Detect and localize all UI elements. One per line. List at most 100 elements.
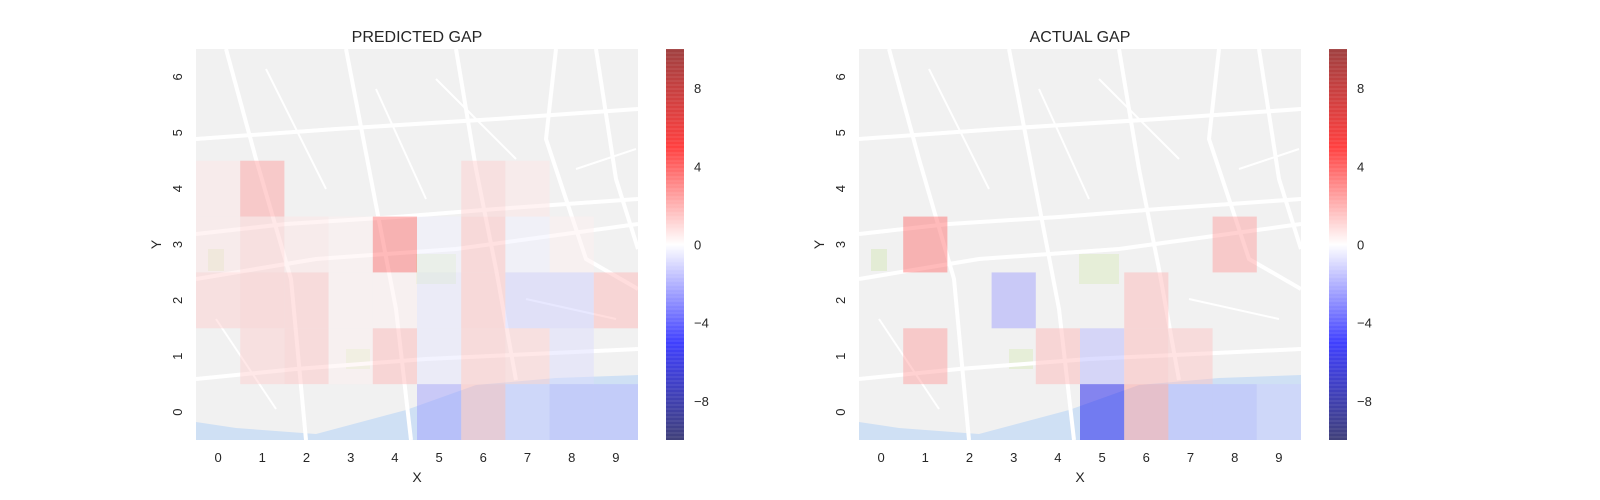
colorbar-tick-label: 4 (694, 159, 701, 174)
heatmap-cell (1256, 384, 1301, 440)
street (265, 68, 327, 190)
x-tick-label: 5 (1098, 450, 1105, 465)
heatmap-cells (196, 160, 638, 440)
colorbar-tick-label: −4 (1357, 316, 1372, 331)
x-tick-label: 4 (1054, 450, 1061, 465)
road (859, 347, 1301, 381)
x-tick-label: 6 (1143, 450, 1150, 465)
y-tick-label: 2 (170, 297, 185, 304)
heatmap-cell (372, 328, 417, 385)
x-tick-label: 0 (877, 450, 884, 465)
heatmap-cell (284, 216, 329, 273)
street (1098, 78, 1180, 160)
x-tick-label: 2 (966, 450, 973, 465)
heatmap-cell (1124, 384, 1169, 440)
road (887, 49, 971, 440)
heatmap-cell (372, 216, 417, 273)
x-tick-label: 7 (524, 450, 531, 465)
x-axis-label: X (412, 469, 422, 485)
colorbar-tick-label: 0 (694, 238, 701, 253)
heatmap-cell (549, 384, 594, 440)
colorbar-tick-label: 8 (1357, 81, 1364, 96)
street (1238, 148, 1300, 170)
road (1007, 49, 1076, 440)
heatmap-cell (505, 384, 550, 440)
heatmap-cell (328, 328, 373, 385)
x-tick-label: 9 (612, 450, 619, 465)
x-tick-label: 7 (1187, 450, 1194, 465)
x-tick-label: 5 (435, 450, 442, 465)
heatmap-cell (196, 160, 241, 217)
road (196, 347, 638, 381)
heatmap-cell (328, 216, 373, 273)
x-tick-label: 3 (347, 450, 354, 465)
x-tick-label: 2 (303, 450, 310, 465)
heatmap-cell (505, 160, 550, 217)
heatmap-cell (1080, 384, 1125, 440)
x-tick-label: 4 (391, 450, 398, 465)
heatmap-cell (461, 328, 506, 385)
street (215, 318, 277, 410)
road (344, 49, 413, 440)
x-tick-label: 1 (259, 450, 266, 465)
heatmap-cell (549, 272, 594, 329)
park (871, 249, 887, 271)
heatmap-cell (372, 272, 417, 329)
heatmap-cell (903, 328, 948, 385)
road (196, 107, 638, 141)
chart-title: ACTUAL GAP (1030, 29, 1131, 46)
heatmap-cell (461, 384, 506, 440)
road (196, 197, 638, 236)
y-tick-label: 6 (833, 73, 848, 80)
street (435, 78, 517, 160)
colorbar-tick-label: 0 (1357, 238, 1364, 253)
heatmap-cell (903, 216, 948, 273)
street (1188, 298, 1280, 320)
y-tick-label: 2 (833, 297, 848, 304)
heatmap-panel-1: PREDICTED GAP 0 1 2 3 4 5 6 7 8 9 0 1 2 3 4 5 6 X Y −8 −4 0 4 8 (148, 29, 709, 485)
x-axis-label: X (1075, 469, 1085, 485)
chart-title: PREDICTED GAP (352, 29, 483, 46)
road (1257, 49, 1301, 250)
heatmap-cell (461, 160, 506, 217)
heatmap-cell (1124, 272, 1169, 329)
colorbar-bar (666, 49, 684, 440)
heatmap-panel-2: ACTUAL GAP 0 1 2 3 4 5 6 7 8 9 0 1 2 3 4 5 6 X Y −8 −4 0 4 8 (811, 29, 1372, 485)
map-background (196, 49, 638, 440)
heatmap-cell (240, 216, 285, 273)
colorbar-tick-label: −8 (694, 394, 709, 409)
y-tick-label: 4 (833, 185, 848, 192)
heatmap-cell (1212, 384, 1257, 440)
heatmap-cell (1124, 328, 1169, 385)
heatmap-cell (417, 272, 462, 329)
y-tick-label: 6 (170, 73, 185, 80)
colorbar-tick-label: −4 (694, 316, 709, 331)
y-tick-label: 0 (833, 408, 848, 415)
street (575, 148, 637, 170)
y-axis-label: Y (811, 239, 827, 249)
x-tick-label: 0 (214, 450, 221, 465)
heatmap-cell (284, 272, 329, 329)
heatmap-cell (196, 216, 241, 273)
colorbar-bar (1329, 49, 1347, 440)
heatmap-cell (240, 160, 285, 217)
heatmap-cell (1035, 328, 1080, 385)
heatmap-cell (417, 384, 462, 440)
y-tick-label: 1 (833, 353, 848, 360)
street (375, 88, 427, 200)
colorbar: −8 −4 0 4 8 (666, 48, 709, 440)
y-tick-label: 0 (170, 408, 185, 415)
river (859, 375, 1301, 440)
heatmap-cell (593, 272, 638, 329)
heatmap-cell (417, 328, 462, 385)
river (196, 375, 638, 440)
x-tick-label: 8 (568, 450, 575, 465)
colorbar-tick-label: −8 (1357, 394, 1372, 409)
street (878, 318, 940, 410)
road (859, 197, 1301, 236)
heatmap-cell (593, 384, 638, 440)
colorbar-tick-label: 4 (1357, 159, 1364, 174)
heatmap-cell (284, 328, 329, 385)
y-axis-label: Y (148, 239, 164, 249)
